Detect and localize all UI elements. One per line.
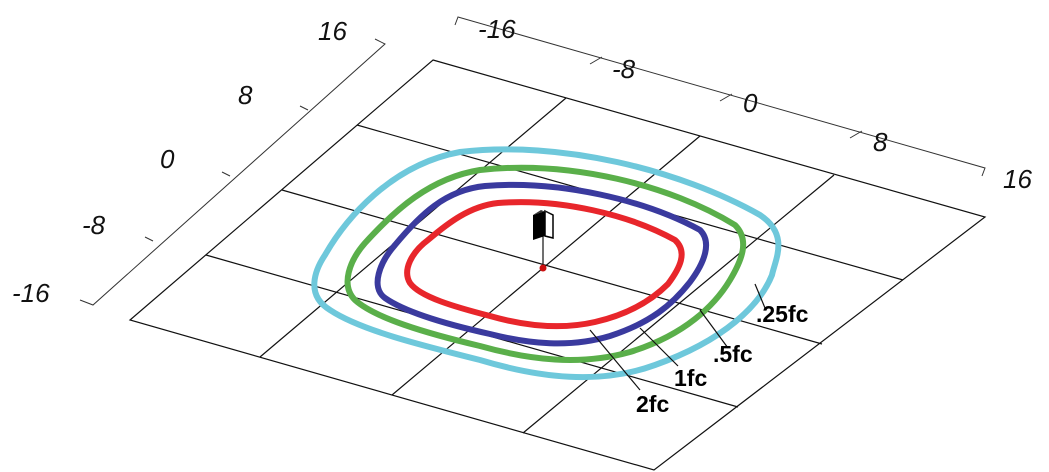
axis-tick xyxy=(299,105,309,111)
leader-05fc xyxy=(699,309,729,349)
axis-tick xyxy=(144,236,154,242)
grid-line xyxy=(281,189,823,345)
leader-2fc xyxy=(589,329,641,391)
right-axis-labels: -16 -8 0 8 16 xyxy=(478,14,1032,194)
tick-label: 0 xyxy=(743,88,758,118)
contour-label: .25fc xyxy=(756,301,809,327)
grid-border xyxy=(128,59,987,471)
contour-05fc xyxy=(344,164,747,363)
contour-2fc xyxy=(404,199,685,330)
leader-025fc xyxy=(754,283,766,309)
contour-label: .5fc xyxy=(713,341,753,367)
tick-label: 8 xyxy=(873,127,888,157)
tick-label: 8 xyxy=(238,80,253,110)
tick-label: -8 xyxy=(612,54,636,84)
light-fixture-icon xyxy=(533,209,554,272)
contour-label: 1fc xyxy=(674,365,707,391)
fixture-body-side xyxy=(544,209,554,239)
tick-label: -8 xyxy=(82,210,106,240)
tick-label: -16 xyxy=(478,14,516,44)
axis-tick xyxy=(589,56,603,65)
tick-label: -16 xyxy=(12,278,50,308)
center-marker xyxy=(539,264,547,272)
contour-025fc xyxy=(311,146,782,381)
axis-tick xyxy=(221,171,231,177)
axis-frames xyxy=(79,16,986,306)
tick-label: 16 xyxy=(1003,164,1032,194)
fixture-body-top xyxy=(533,210,553,215)
contour-labels: .25fc .5fc 1fc 2fc xyxy=(636,301,809,417)
axis-tick xyxy=(849,130,863,139)
left-axis-frame xyxy=(79,38,386,306)
contours xyxy=(311,146,782,381)
tick-label: 16 xyxy=(318,16,347,46)
ground-grid xyxy=(128,59,987,471)
left-axis-labels: 16 8 0 -8 -16 xyxy=(12,16,347,308)
contour-1fc xyxy=(374,181,710,347)
fixture-body-front xyxy=(533,211,545,240)
label-leaders xyxy=(589,283,766,391)
grid-line xyxy=(522,174,835,434)
contour-label: 2fc xyxy=(636,391,669,417)
leader-1fc xyxy=(639,327,679,367)
axis-tick xyxy=(719,93,733,102)
tick-label: 0 xyxy=(160,144,175,174)
right-axis-frame xyxy=(454,16,986,177)
